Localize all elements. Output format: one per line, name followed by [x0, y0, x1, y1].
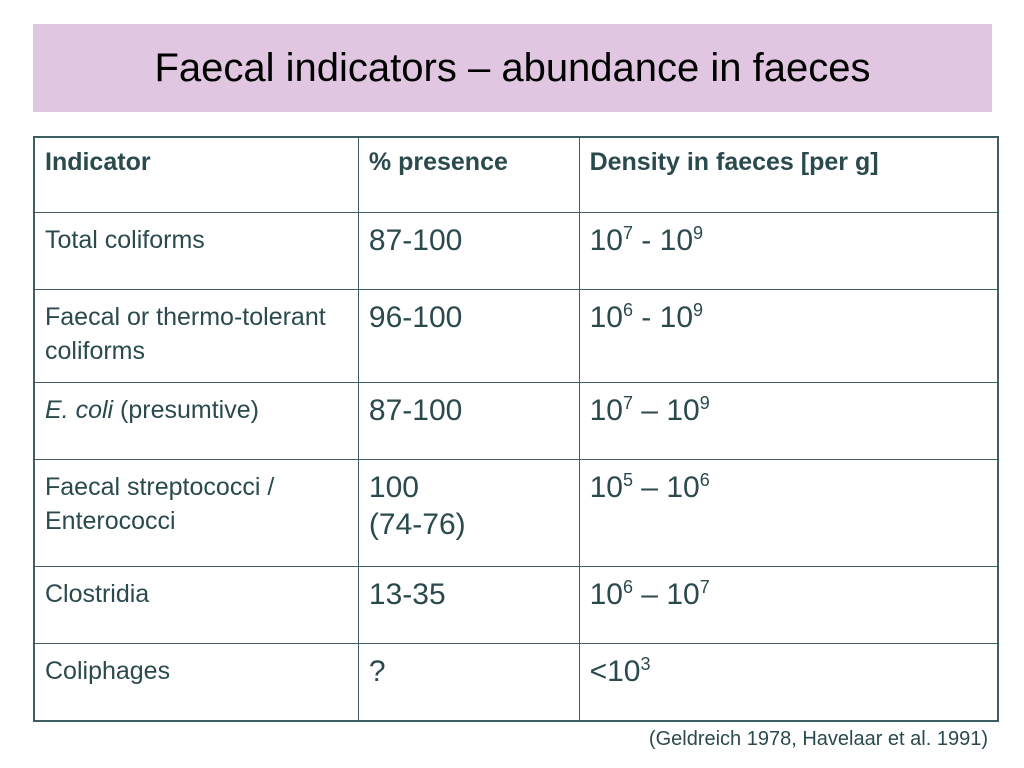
header-indicator: Indicator [33, 136, 359, 213]
density-cell: <103 [578, 643, 999, 722]
density-exponent: 7 [622, 393, 633, 413]
density-base: 10 [589, 301, 623, 334]
table-row: Faecal or thermo-tolerant coliforms 96-1… [33, 289, 999, 383]
density-base: 10 [659, 224, 694, 257]
indicator-cell: Coliphages [33, 643, 359, 722]
density-exponent: 5 [622, 470, 633, 490]
table-row: Coliphages ? <103 [33, 643, 999, 722]
density-base: 10 [659, 301, 694, 334]
density-exponent: 9 [693, 223, 704, 243]
density-base: 10 [666, 578, 700, 611]
density-separator: - [632, 301, 660, 334]
table-row: E. coli (presumtive) 87-100 107 – 109 [33, 382, 999, 460]
table-row: Total coliforms 87-100 107 - 109 [33, 212, 999, 290]
density-base: 10 [589, 578, 623, 611]
presence-cell: 87-100 [357, 382, 580, 460]
density-separator: – [632, 394, 667, 427]
density-cell: 107 - 109 [578, 212, 999, 290]
density-base: 10 [589, 224, 623, 257]
indicator-cell: Faecal streptococci / Enterococci [33, 459, 359, 567]
density-base: 10 [589, 394, 623, 427]
indicator-cell: Total coliforms [33, 212, 359, 290]
density-exponent: 6 [699, 470, 710, 490]
density-base: 10 [589, 471, 623, 504]
indicator-cell: Clostridia [33, 566, 359, 644]
indicator-table: Indicator % presence Density in faeces [… [33, 136, 999, 722]
indicator-italic-name: E. coli [45, 396, 114, 424]
presence-cell: 96-100 [357, 289, 580, 383]
table-row: Clostridia 13-35 106 – 107 [33, 566, 999, 644]
density-cell: 106 – 107 [578, 566, 999, 644]
presence-cell: 100 (74-76) [357, 459, 580, 567]
density-exponent: 6 [622, 577, 633, 597]
table-row: Faecal streptococci / Enterococci 100 (74… [33, 459, 999, 567]
header-presence: % presence [357, 136, 580, 213]
indicator-cell: E. coli (presumtive) [33, 382, 359, 460]
density-exponent: 6 [622, 300, 633, 320]
density-cell: 105 – 106 [578, 459, 999, 567]
indicator-cell: Faecal or thermo-tolerant coliforms [33, 289, 359, 383]
density-exponent: 7 [622, 223, 633, 243]
density-base: 10 [666, 394, 700, 427]
density-cell: 106 - 109 [578, 289, 999, 383]
table-header-row: Indicator % presence Density in faeces [… [33, 136, 999, 213]
density-exponent: 3 [640, 654, 651, 674]
density-exponent: 9 [699, 393, 710, 413]
citation: (Geldreich 1978, Havelaar et al. 1991) [648, 728, 988, 750]
density-separator: – [632, 471, 667, 504]
presence-value: 100 [368, 471, 419, 504]
indicator-qualifier: (presumtive) [113, 396, 259, 424]
density-separator: – [632, 578, 667, 611]
density-cell: 107 – 109 [578, 382, 999, 460]
density-base: 10 [666, 471, 700, 504]
presence-range: (74-76) [368, 507, 466, 541]
density-separator: - [632, 224, 660, 257]
slide-title: Faecal indicators – abundance in faeces [154, 46, 871, 90]
header-density: Density in faeces [per g] [578, 136, 999, 213]
density-exponent: 9 [693, 300, 704, 320]
density-exponent: 7 [699, 577, 710, 597]
presence-cell: 13-35 [357, 566, 580, 644]
density-base: <10 [589, 655, 641, 688]
title-band: Faecal indicators – abundance in faeces [33, 24, 992, 112]
presence-cell: 87-100 [357, 212, 580, 290]
presence-cell: ? [357, 643, 580, 722]
